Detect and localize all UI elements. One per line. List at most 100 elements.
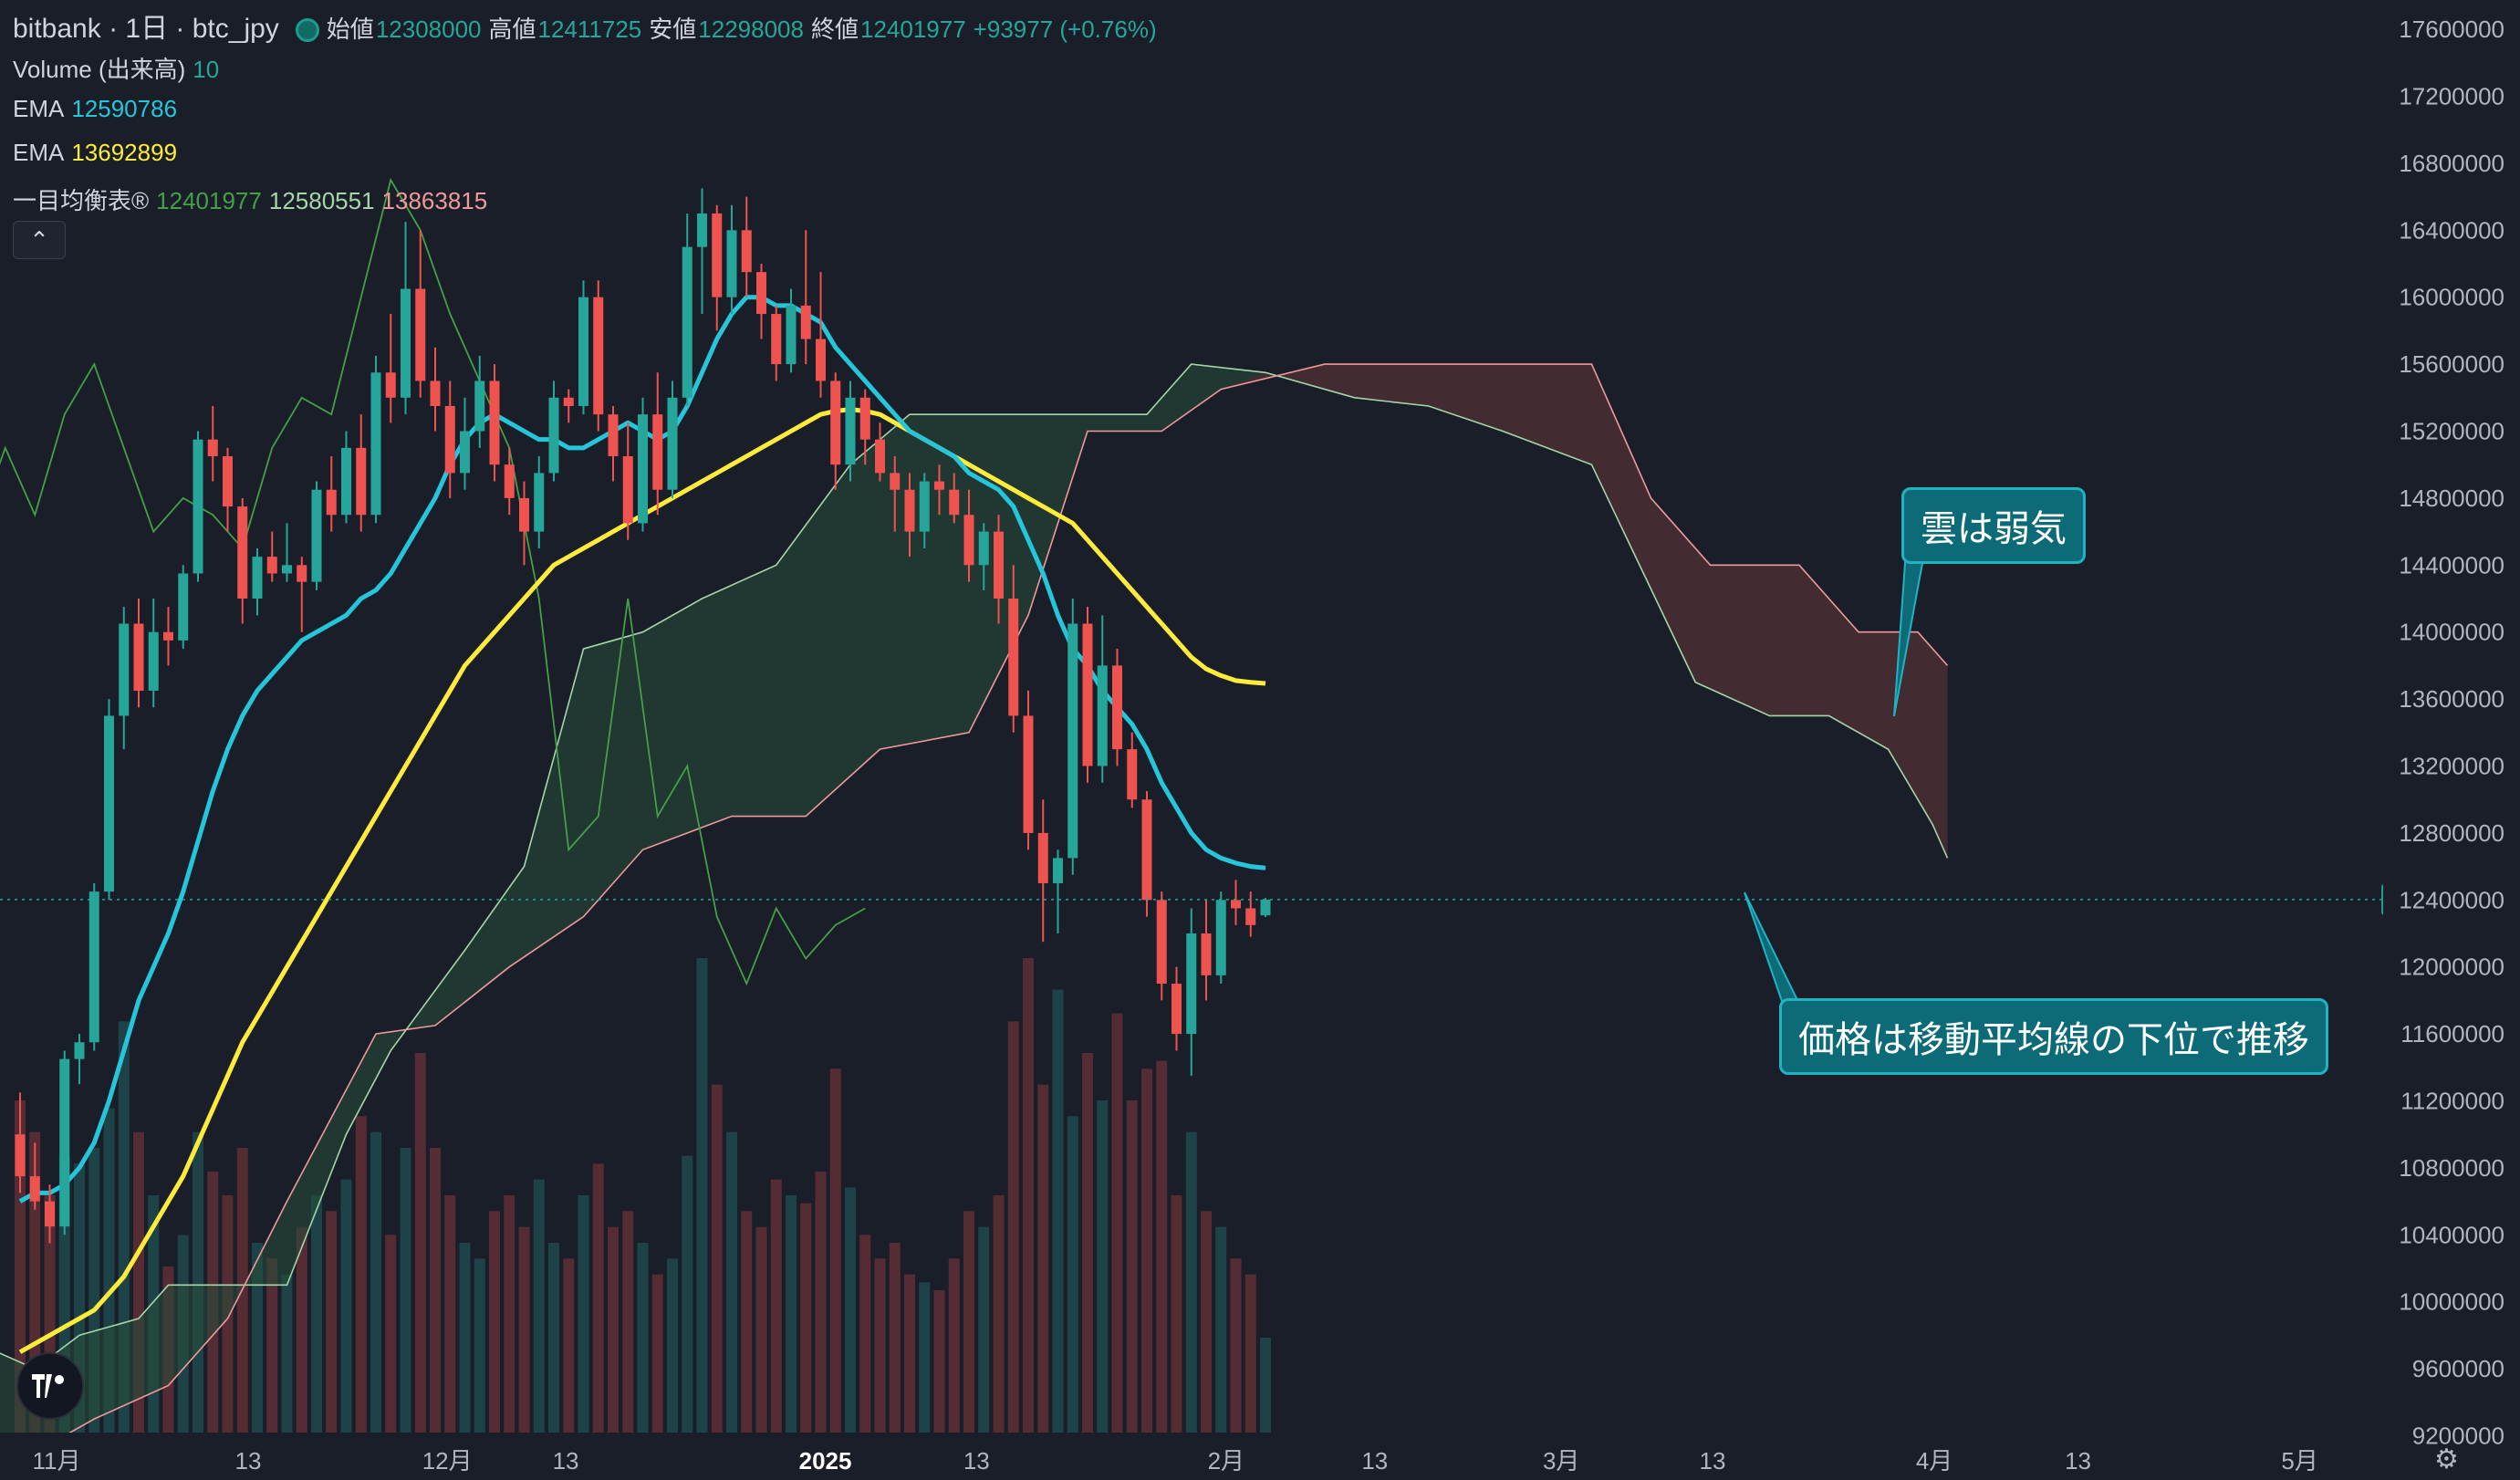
volume-bar	[859, 1235, 871, 1433]
volume-bar	[1126, 1100, 1138, 1433]
ichimoku-value-2: 12580551	[268, 187, 375, 214]
price-tick-label: 10000000	[2399, 1288, 2504, 1316]
candle-body	[282, 565, 292, 574]
volume-bar	[919, 1282, 931, 1433]
candle	[237, 497, 248, 624]
volume-bar	[1171, 1195, 1182, 1433]
candlesticks[interactable]	[15, 188, 1271, 1244]
candle-body	[919, 481, 930, 532]
candle	[148, 599, 159, 708]
candle	[133, 599, 144, 708]
volume-bar	[608, 1226, 619, 1433]
collapse-legend-button[interactable]: ⌃	[13, 221, 66, 259]
candle	[1260, 898, 1271, 918]
volume-bar	[592, 1163, 604, 1433]
chikou-span-line	[0, 177, 866, 986]
candle-body	[682, 246, 692, 398]
volume-bar	[518, 1226, 530, 1433]
time-axis[interactable]: 11月 13 12月 13 2025 13 2月 13 3月 13 4月 13 5月	[0, 1433, 2383, 1480]
volume-bar	[281, 1274, 293, 1433]
candle-body	[1141, 799, 1152, 901]
candle	[756, 264, 766, 339]
candle-body	[430, 380, 441, 406]
ichimoku-legend[interactable]: 一目均衡表® 12401977 12580551 13863815	[13, 182, 495, 216]
candle-body	[148, 631, 159, 691]
candle	[994, 515, 1004, 624]
volume-bar	[1097, 1100, 1109, 1433]
volume-bar	[1185, 1131, 1197, 1433]
candle-body	[237, 506, 248, 599]
price-tick-label: 11600000	[2400, 1020, 2504, 1047]
candle	[489, 364, 500, 482]
close-value: 12401977	[859, 16, 966, 43]
candle-body	[133, 623, 144, 691]
candle-body	[963, 515, 974, 566]
candle	[1067, 599, 1078, 875]
ema-slow-legend[interactable]: EMA 13692899	[13, 139, 184, 167]
candle	[385, 314, 396, 423]
volume-bar	[400, 1148, 411, 1433]
volume-bar	[430, 1148, 441, 1433]
time-tick-label: 12月	[422, 1447, 473, 1475]
volume-bar	[815, 1172, 827, 1433]
candle-body	[59, 1058, 70, 1227]
volume-bar	[845, 1187, 856, 1433]
price-tick-label: 14400000	[2399, 551, 2504, 578]
time-tick-label: 11月	[33, 1447, 81, 1475]
price-axis[interactable]: 9200000 9600000 10000000 10400000 10800000 11…	[2383, 0, 2520, 1480]
tradingview-logo-icon[interactable]	[16, 1352, 84, 1420]
candle	[875, 422, 885, 482]
time-tick-label: 13	[553, 1447, 579, 1475]
time-tick-label: 3月	[1543, 1447, 1579, 1475]
volume-legend[interactable]: Volume (出来高) 10	[13, 51, 226, 85]
ema-fast-label: EMA	[13, 95, 65, 122]
candle	[356, 414, 367, 532]
candle	[652, 372, 663, 516]
candle-body	[119, 623, 130, 716]
volume-label: Volume (出来高)	[13, 56, 186, 83]
candle-body	[460, 431, 470, 474]
time-tick-label: 13	[1361, 1447, 1388, 1475]
candle-body	[519, 497, 529, 532]
candle	[1023, 690, 1034, 850]
candle	[667, 380, 678, 498]
candle-body	[1245, 908, 1256, 925]
volume-bar	[829, 1068, 841, 1433]
candle-body	[1112, 665, 1122, 750]
price-change: +93977 (+0.76%)	[973, 16, 1157, 43]
candle	[282, 523, 292, 582]
price-tick-label: 14800000	[2399, 485, 2504, 512]
volume-bar	[889, 1243, 901, 1433]
volume-bar	[355, 1116, 367, 1433]
volume-bar	[786, 1195, 797, 1433]
candle	[578, 280, 588, 415]
candle-body	[444, 405, 455, 474]
volume-bar	[637, 1243, 649, 1433]
ema-fast-legend[interactable]: EMA 12590786	[13, 95, 184, 123]
candle-body	[1023, 715, 1034, 833]
gear-icon[interactable]: ⚙	[2434, 1444, 2459, 1475]
candle	[1127, 732, 1138, 808]
market-status-icon	[295, 18, 319, 43]
volume-bar	[474, 1258, 485, 1433]
volume-bar	[1201, 1211, 1212, 1433]
chart-title: bitbank · 1日 · btc_jpy	[13, 14, 279, 44]
candle	[741, 196, 752, 297]
candle	[504, 447, 515, 516]
price-axis-background	[2383, 0, 2520, 1480]
candle-body	[697, 213, 707, 247]
candle-body	[786, 305, 797, 365]
price-tick-label: 15200000	[2399, 418, 2504, 445]
candle-body	[667, 397, 678, 490]
candle-body	[504, 464, 515, 498]
volume-bar	[1111, 1013, 1123, 1433]
candle-body	[622, 456, 633, 524]
candle-body	[415, 288, 426, 381]
candle	[326, 456, 337, 532]
candle-body	[652, 414, 663, 490]
senkou-span-b-line	[0, 363, 1949, 1454]
candle	[89, 882, 99, 1051]
candle-body	[104, 715, 114, 892]
volume-bar	[1082, 1053, 1093, 1433]
